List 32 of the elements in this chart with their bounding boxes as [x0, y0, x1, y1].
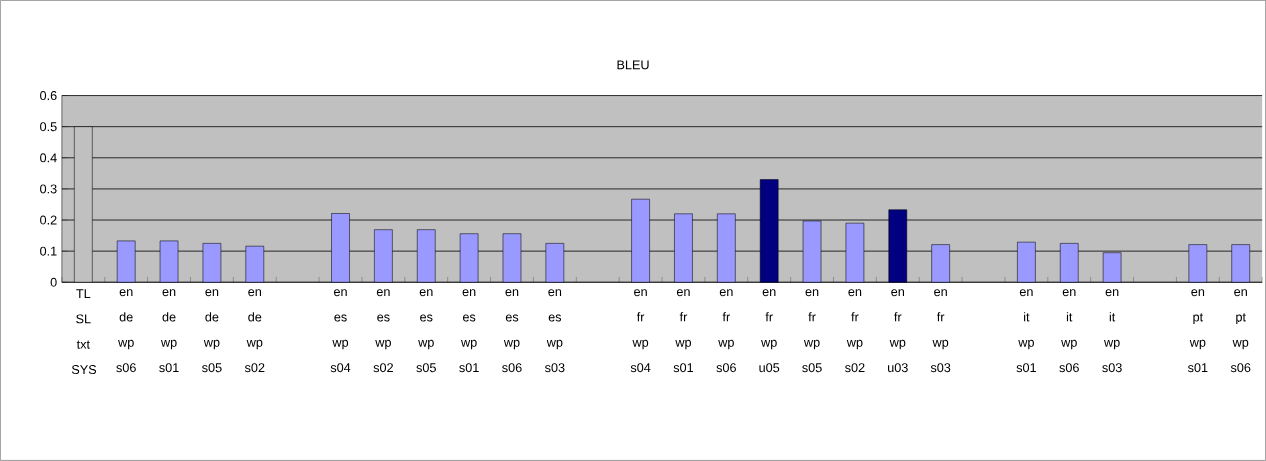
- category-label: en fr wp s03: [930, 289, 951, 373]
- category-label: en de wp s06: [116, 289, 136, 373]
- category-label: en es wp s05: [416, 289, 436, 373]
- category-label: en fr wp u03: [888, 289, 908, 373]
- category-label: en fr wp s01: [673, 289, 694, 373]
- category-label: en it wp s06: [1059, 289, 1079, 373]
- y-tick-label: 0: [50, 277, 57, 287]
- category-label: en es wp s01: [459, 289, 479, 373]
- category-label: en it wp s03: [1102, 289, 1122, 373]
- category-label: en es wp s06: [502, 289, 522, 373]
- y-tick-label: 0.5: [40, 122, 57, 132]
- y-tick-label: 0.2: [40, 215, 57, 225]
- category-label: en es wp s02: [373, 289, 393, 373]
- category-label: en fr wp s04: [630, 289, 651, 373]
- category-label: en fr wp s05: [802, 289, 822, 373]
- category-label: en fr wp s06: [716, 289, 736, 373]
- y-tick-label: 0.3: [40, 184, 57, 194]
- category-label: en it wp s01: [1016, 289, 1036, 373]
- category-label: en es wp s04: [330, 289, 351, 373]
- chart-title: BLEU: [617, 60, 649, 70]
- y-tick-label: 0.4: [40, 153, 57, 163]
- y-tick-label: 0.6: [40, 91, 57, 101]
- category-label: en fr wp s02: [845, 289, 865, 373]
- category-label: TL SL txt SYS: [71, 289, 97, 375]
- y-tick-label: 0.1: [40, 246, 57, 256]
- category-label: en es wp s03: [544, 289, 565, 373]
- category-label: en de wp s02: [244, 289, 265, 373]
- category-label: en pt wp s01: [1187, 289, 1208, 373]
- category-label: en de wp s05: [202, 289, 222, 373]
- category-label: en de wp s01: [159, 289, 179, 373]
- category-label: en pt wp s06: [1230, 289, 1251, 373]
- category-label: en fr wp u05: [759, 289, 780, 373]
